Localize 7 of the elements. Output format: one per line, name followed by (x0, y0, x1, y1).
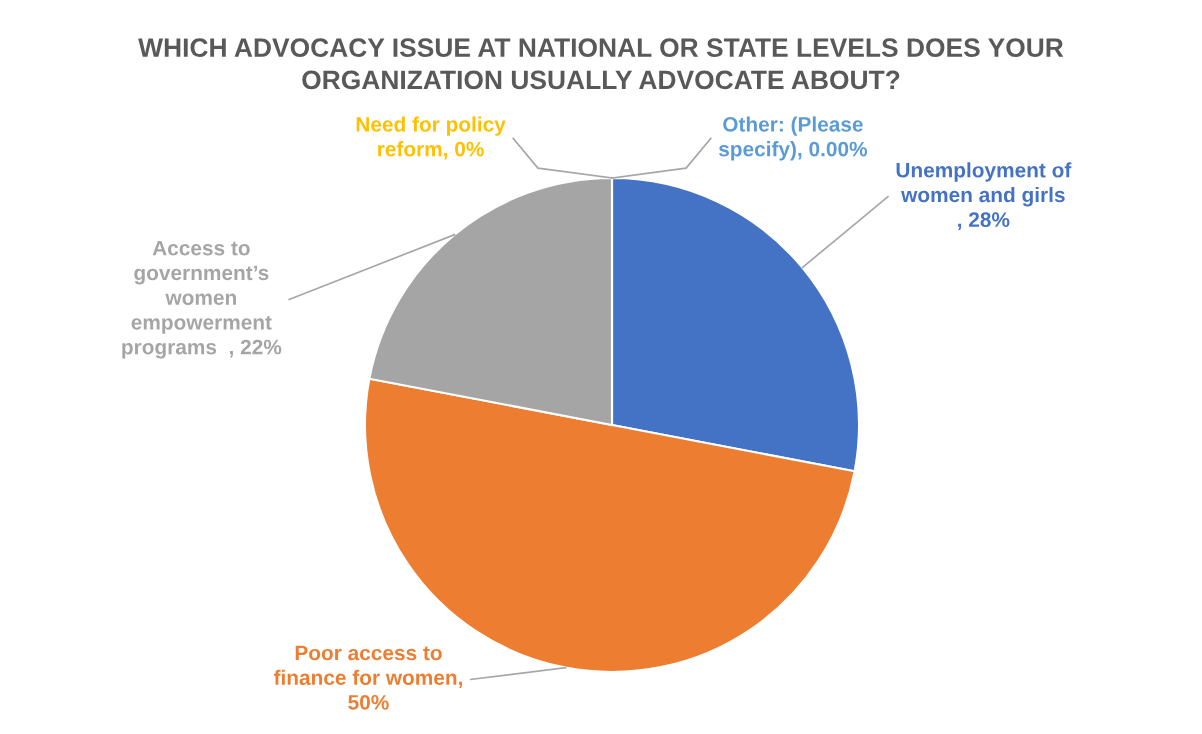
slice-label: Access to government’s women empowerment programs , 22% (122, 240, 282, 359)
chart-title: WHICH ADVOCACY ISSUE AT NATIONAL OR STATE LEVELS DOES YOUR ORGANIZATION USUALLY ADVOCATE ABOUT? (138, 38, 1064, 90)
category-label: Need for policy reform, 0% (356, 116, 506, 160)
slice-label: Poor access to finance for women, 50% (273, 645, 462, 710)
category-label: Other: (Please specify), 0.00% (718, 116, 868, 161)
data-label: , 28% (958, 212, 1010, 231)
slice-label: Unemployment of women and girls (896, 162, 1072, 207)
